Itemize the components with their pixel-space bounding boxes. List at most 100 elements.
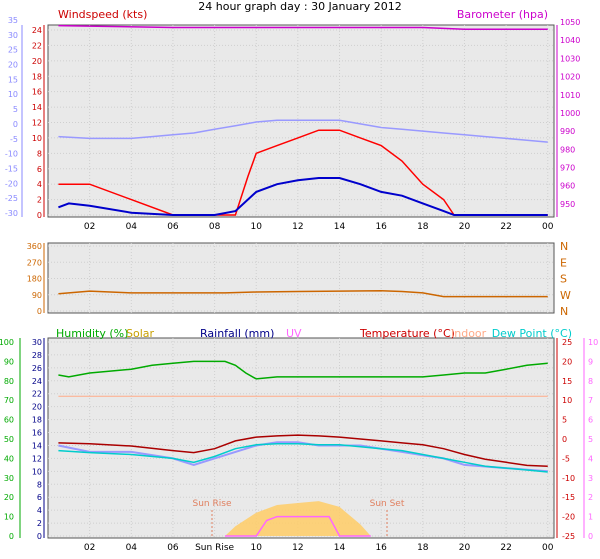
x-tick-label: 08 — [209, 222, 221, 232]
direction-axis: 0 90 180 270 360 — [27, 242, 45, 316]
wind-panel — [47, 24, 555, 218]
rainfall-label: Rainfall (mm) — [200, 327, 274, 340]
x-tick-label: 16 — [375, 222, 387, 232]
y-tick-label: 20 — [32, 403, 42, 412]
winddir-line — [58, 290, 548, 298]
y-tick-label: -20 — [5, 179, 18, 188]
y-tick-label: 20 — [8, 61, 18, 70]
y-tick-label: 35 — [8, 16, 18, 25]
y-tick-label: 0 — [37, 532, 42, 541]
y-tick-label: 1040 — [560, 36, 580, 45]
compass-label: W — [560, 289, 571, 302]
y-tick-label: 30 — [4, 474, 14, 483]
y-tick-label: 30 — [32, 338, 42, 347]
y-tick-label: 4 — [588, 454, 593, 463]
y-tick-label: 20 — [4, 493, 14, 502]
y-tick-label: 70 — [4, 396, 14, 405]
y-tick-label: 24 — [32, 26, 42, 35]
y-tick-label: 5 — [588, 435, 593, 444]
x-tick-label: 04 — [126, 543, 138, 553]
climate-panel-xticks: 02 04 06 Sun Rise 10 12 14 16 18 20 22 00 — [84, 543, 554, 553]
y-tick-label: -5 — [562, 454, 570, 463]
pressure-line — [58, 119, 548, 143]
y-tick-label: 60 — [4, 416, 14, 425]
barometer-label: Barometer (hpa) — [457, 8, 548, 21]
y-tick-label: 25 — [562, 338, 572, 347]
y-tick-label: 0 — [37, 211, 42, 220]
y-tick-label: 14 — [32, 103, 42, 112]
humidity-label: Humidity (%) — [56, 327, 128, 340]
compass-label: S — [560, 273, 567, 286]
x-tick-label: Sun Rise — [195, 543, 234, 553]
y-tick-label: 980 — [560, 145, 575, 154]
y-tick-label: 970 — [560, 164, 575, 173]
y-tick-label: 90 — [4, 357, 14, 366]
x-tick-label: 22 — [500, 543, 511, 553]
y-tick-label: -10 — [562, 474, 575, 483]
y-tick-label: 8 — [37, 149, 42, 158]
y-tick-label: -15 — [5, 164, 18, 173]
y-tick-label: 24 — [32, 377, 42, 386]
y-tick-label: 30 — [8, 31, 18, 40]
compass-label: E — [560, 256, 567, 269]
barometer-line — [58, 24, 548, 31]
x-tick-label: 18 — [417, 543, 429, 553]
y-tick-label: 15 — [562, 377, 572, 386]
y-tick-label: 14 — [32, 441, 42, 450]
graph-title: 24 hour graph day : 30 January 2012 — [198, 0, 402, 13]
y-tick-label: 1010 — [560, 91, 580, 100]
y-tick-label: 15 — [8, 75, 18, 84]
windavg-line — [58, 177, 548, 216]
dewpoint-line — [58, 442, 548, 473]
y-tick-label: 40 — [4, 454, 14, 463]
temperature-outer-axis: -30 -25 -20 -15 -10 -5 0 5 10 15 20 25 30 35 — [5, 16, 23, 218]
y-tick-label: 10 — [562, 396, 572, 405]
x-tick-label: 10 — [251, 222, 263, 232]
x-tick-label: 06 — [167, 222, 179, 232]
temperature-axis: -25 -20 -15 -10 -5 0 5 10 15 20 25 — [556, 338, 575, 541]
y-tick-label: 270 — [27, 258, 42, 267]
y-tick-label: 18 — [32, 416, 42, 425]
windspeed-label: Windspeed (kts) — [58, 8, 147, 21]
y-tick-label: 6 — [37, 165, 42, 174]
humidity-line — [58, 360, 548, 380]
uv-line — [224, 515, 371, 537]
wind-panel-lines — [58, 24, 548, 216]
y-tick-label: 4 — [37, 180, 42, 189]
temperature-line — [58, 434, 548, 467]
y-tick-label: 5 — [13, 105, 18, 114]
y-tick-label: 22 — [32, 390, 42, 399]
direction-panel-lines — [58, 290, 548, 298]
x-tick-label: 00 — [542, 222, 554, 232]
uv-axis: 0 1 2 3 4 5 6 7 8 9 10 — [583, 338, 598, 541]
y-tick-label: -30 — [5, 209, 18, 218]
y-tick-label: 18 — [32, 72, 42, 81]
y-tick-label: 25 — [8, 46, 18, 55]
y-tick-label: 990 — [560, 127, 575, 136]
x-tick-label: 16 — [375, 543, 387, 553]
x-tick-label: 14 — [334, 543, 346, 553]
y-tick-label: 20 — [32, 57, 42, 66]
y-tick-label: 3 — [588, 474, 593, 483]
temperature-label: Temperature (°C) — [359, 327, 455, 340]
y-tick-label: -5 — [10, 135, 18, 144]
y-tick-label: 9 — [588, 357, 593, 366]
y-tick-label: -15 — [562, 493, 575, 502]
y-tick-label: 10 — [32, 467, 42, 476]
y-tick-label: 80 — [4, 377, 14, 386]
barometer-axis: 950 960 970 980 990 1000 1010 1020 1030 1040 1050 — [556, 18, 580, 217]
indoor-label: Indoor — [451, 327, 487, 340]
y-tick-label: -25 — [562, 532, 575, 541]
y-tick-label: 16 — [32, 88, 42, 97]
y-tick-label: 0 — [588, 532, 593, 541]
y-tick-label: 8 — [37, 480, 42, 489]
sunrise-label: Sun Rise — [193, 499, 232, 509]
y-tick-label: 10 — [32, 134, 42, 143]
y-tick-label: 22 — [32, 41, 42, 50]
x-tick-label: 00 — [542, 543, 554, 553]
x-tick-label: 18 — [417, 222, 429, 232]
y-tick-label: 6 — [588, 416, 593, 425]
